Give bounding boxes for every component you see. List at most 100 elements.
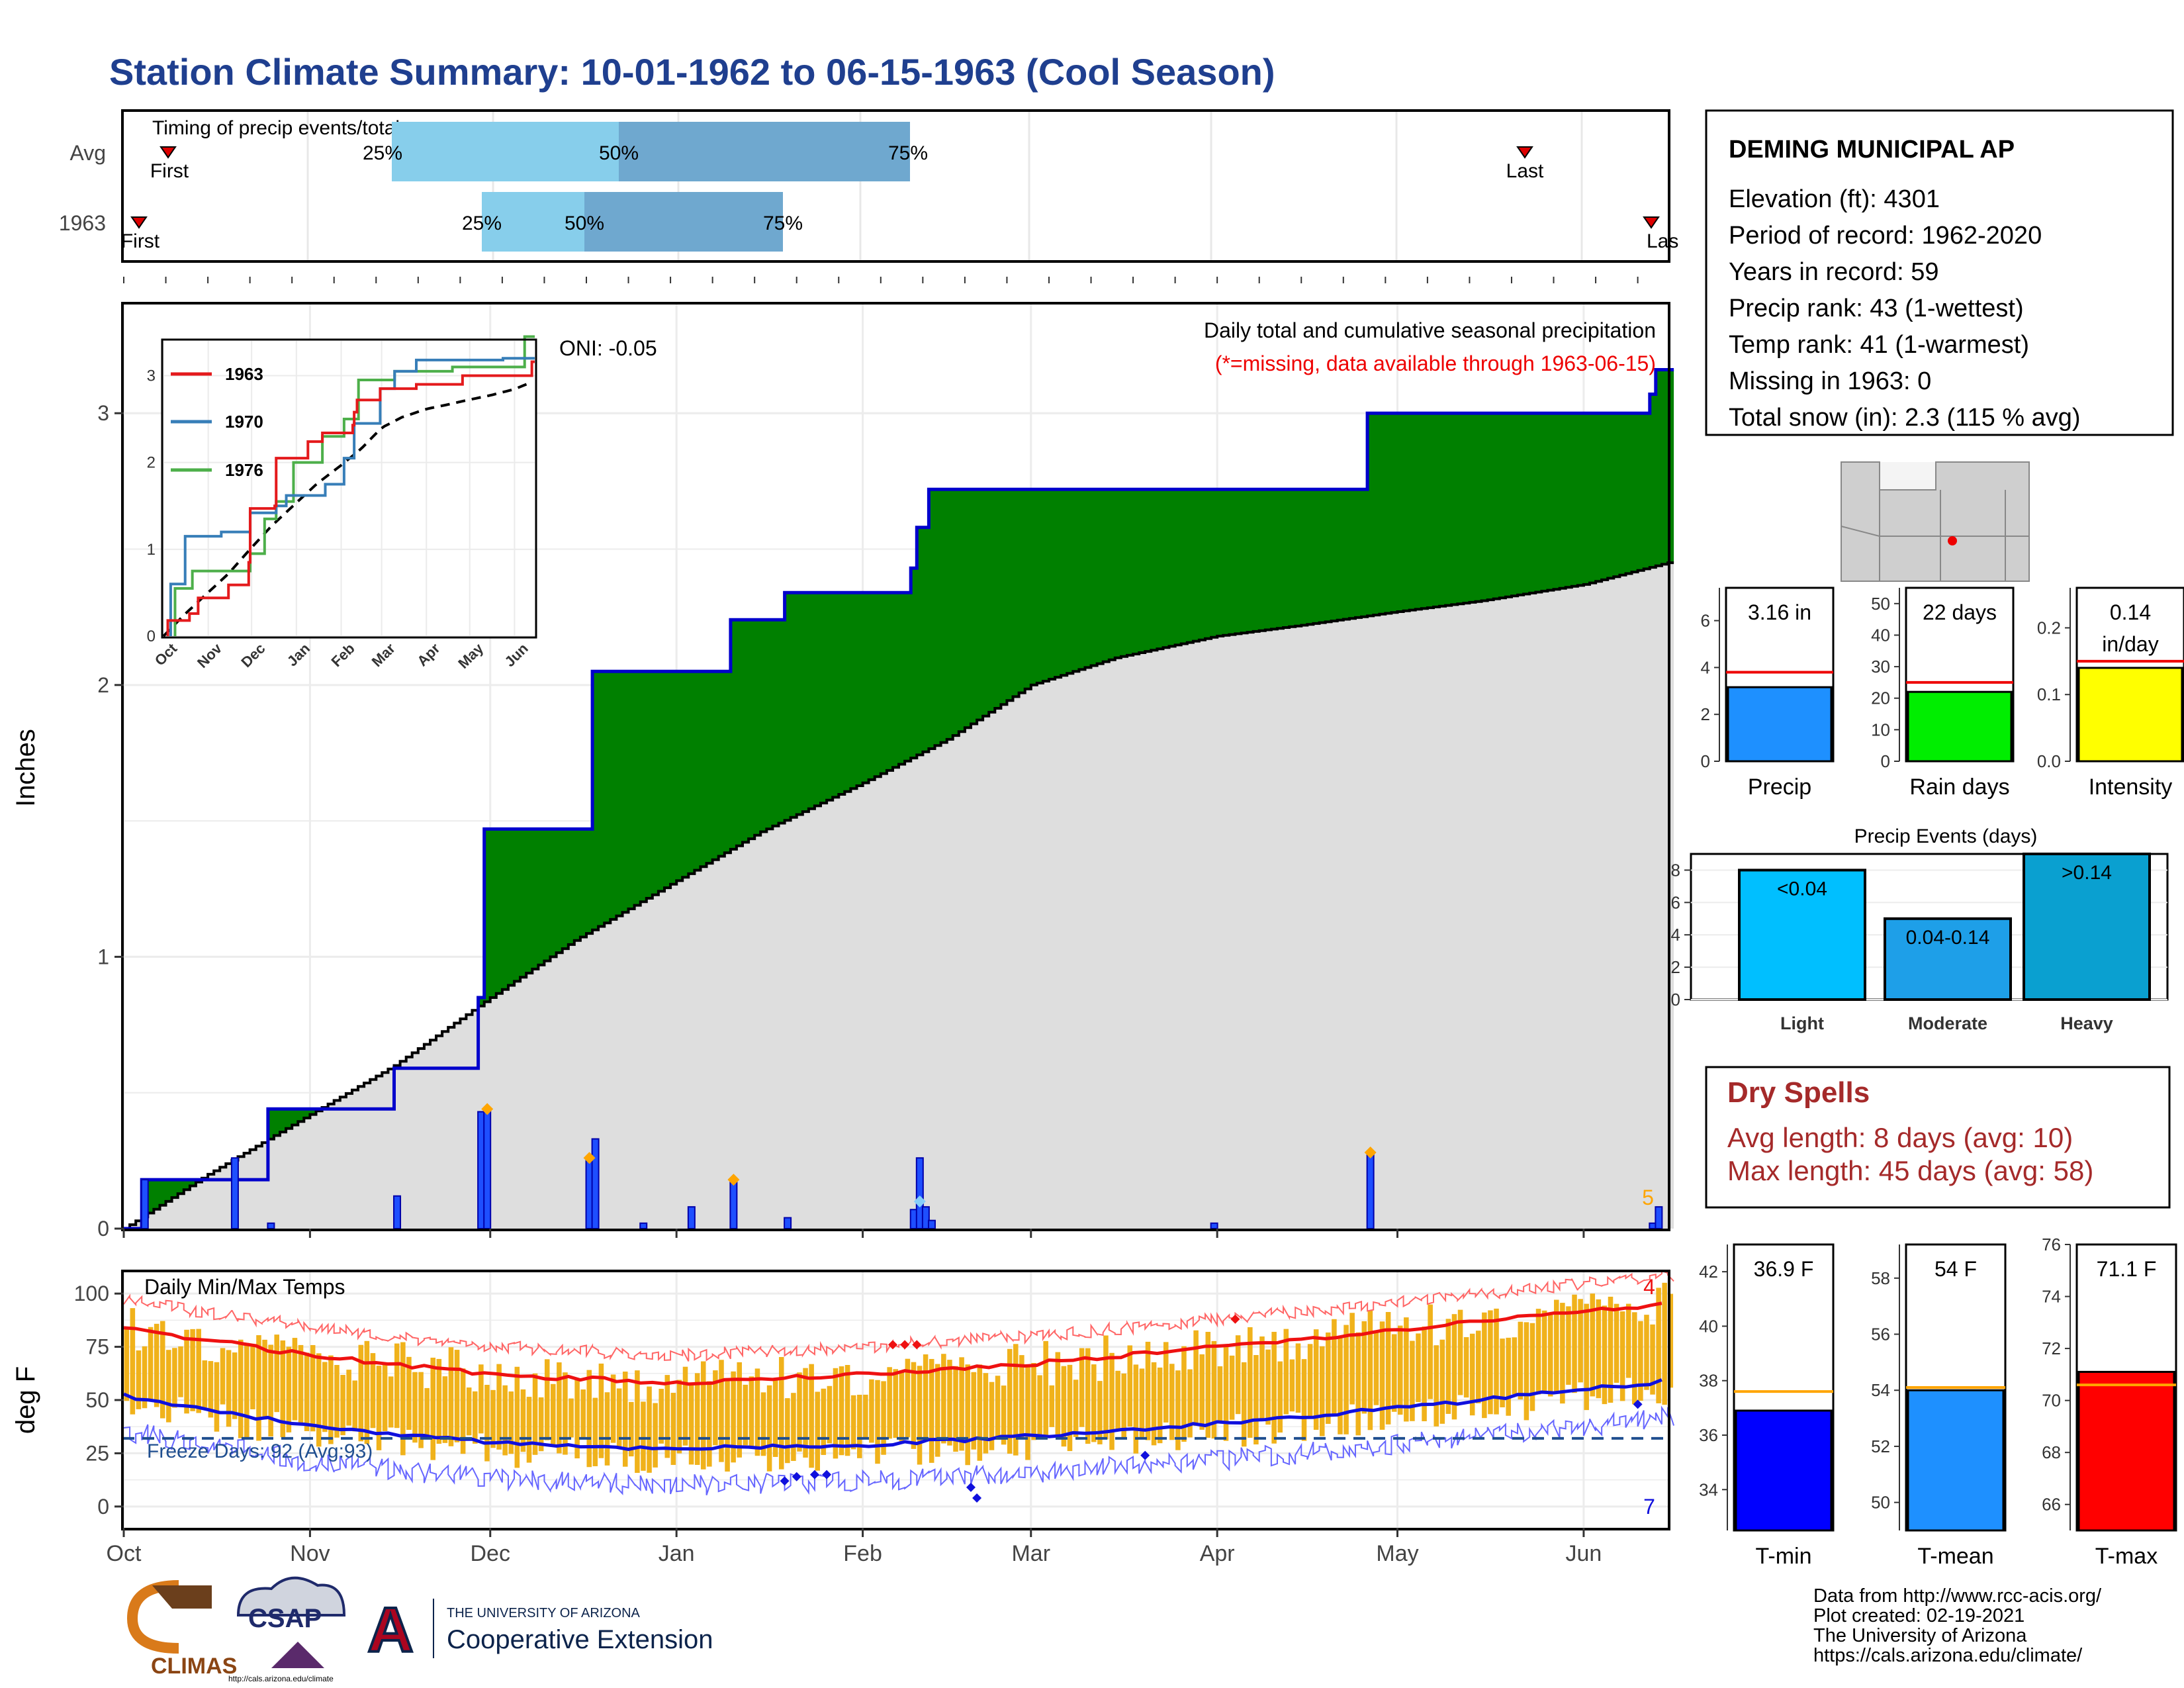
daily-temp-bar: [376, 1366, 382, 1450]
daily-temp-bar: [1277, 1361, 1283, 1433]
daily-temp-bar: [1572, 1294, 1577, 1393]
daily-temp-bar: [238, 1339, 244, 1438]
mini-bar-value-label: 0.14: [2110, 600, 2151, 624]
daily-temp-bar: [778, 1357, 784, 1470]
daily-temp-bar: [154, 1323, 159, 1407]
daily-temp-bar: [159, 1321, 165, 1419]
daily-temp-bar: [1229, 1355, 1235, 1420]
daily-temp-bar: [719, 1360, 724, 1462]
daily-temp-bar: [256, 1335, 261, 1441]
timing-year-box-upper: [584, 192, 783, 252]
daily-temp-bar: [1163, 1342, 1169, 1423]
precip-summary-bars: 0 2 4 6 3.16 in Precip 0 10 20 30 40 50 22 days Rain …: [1701, 586, 2184, 800]
daily-temp-bar: [1602, 1305, 1608, 1405]
daily-temp-bar: [1625, 1303, 1631, 1378]
daily-temp-bar: [989, 1382, 995, 1450]
daily-temp-bar: [532, 1373, 538, 1455]
daily-temp-bar: [484, 1385, 490, 1462]
daily-temp-bar: [917, 1366, 923, 1465]
ua-logo-big-text: Cooperative Extension: [447, 1625, 713, 1654]
csap-logo: CSAP http://cals.arizona.edu/climate: [228, 1576, 346, 1683]
precip-normal-area: [124, 563, 1674, 1229]
temp-x-tick-label: Mar: [1011, 1541, 1050, 1566]
daily-temp-bar: [653, 1403, 658, 1468]
precip-y-tick-label: 3: [97, 401, 109, 425]
daily-temp-bar: [244, 1342, 250, 1439]
daily-temp-bar: [803, 1368, 808, 1458]
footer-line-3: The University of Arizona: [1813, 1625, 2027, 1646]
footer-credits: Data from http://www.rcc-acis.org/ Plot …: [1813, 1585, 2102, 1666]
ua-logo: A THE UNIVERSITY OF ARIZONA Cooperative …: [361, 1592, 713, 1667]
daily-temp-bar: [1644, 1315, 1649, 1390]
daily-temp-bar: [382, 1363, 388, 1431]
daily-temp-bar: [316, 1353, 322, 1447]
daily-temp-bar: [424, 1387, 430, 1435]
daily-temp-bar: [490, 1389, 496, 1448]
daily-temp-bar: [1662, 1282, 1667, 1405]
station-precip-rank: Precip rank: 43 (1-wettest): [1729, 295, 2024, 322]
events-tick-label: 8: [1671, 860, 1680, 880]
snow-marker: [727, 1174, 740, 1186]
daily-temp-bar: [1404, 1317, 1409, 1422]
daily-temp-bar: [941, 1354, 946, 1444]
mini-bar-value-label: 71.1 F: [2097, 1257, 2157, 1281]
daily-temp-bar: [328, 1355, 334, 1444]
daily-temp-bar: [1554, 1299, 1559, 1393]
precip-y-label: Inches: [11, 729, 40, 807]
daily-temp-bar: [1433, 1345, 1439, 1427]
daily-precip-bar: [267, 1222, 275, 1229]
mini-bar-tick-label: 38: [1699, 1371, 1718, 1391]
mini-bar-value-label: in/day: [2102, 632, 2158, 656]
daily-temp-bar: [659, 1389, 664, 1444]
daily-temp-bar: [1313, 1329, 1319, 1430]
daily-precip-bar: [729, 1179, 738, 1229]
daily-temp-bar: [1253, 1355, 1259, 1445]
snow-marker: [481, 1103, 494, 1115]
daily-temp-bar: [406, 1356, 412, 1430]
daily-temp-bar: [1085, 1348, 1091, 1444]
inset-legend: 1963 1970 1976: [171, 364, 263, 480]
daily-temp-bar: [220, 1348, 226, 1405]
daily-temp-bar: [430, 1358, 436, 1460]
daily-temp-bar: [1445, 1319, 1451, 1414]
daily-temp-bar: [1061, 1366, 1067, 1447]
daily-temp-bar: [130, 1308, 136, 1415]
inset-normal-line: [162, 381, 533, 637]
daily-temp-bar: [1332, 1319, 1337, 1416]
daily-temp-bar: [563, 1372, 568, 1455]
daily-temp-bar: [172, 1348, 177, 1408]
daily-temp-bar: [1073, 1380, 1079, 1437]
daily-temp-bar: [310, 1344, 316, 1432]
daily-temp-bar: [184, 1329, 189, 1414]
mini-bar-tick-label: 72: [2042, 1338, 2061, 1358]
temp-record-marker: [809, 1470, 819, 1479]
daily-temp-bar: [772, 1378, 778, 1457]
csap-cloud-icon: [236, 1576, 346, 1617]
daily-temp-bar: [460, 1368, 466, 1454]
oni-label: ONI: -0.05: [559, 336, 657, 360]
daily-temp-bar: [821, 1388, 827, 1455]
daily-temp-bar: [1541, 1310, 1547, 1393]
temp-chart-title: Daily Min/Max Temps: [144, 1275, 345, 1299]
daily-temp-bar: [544, 1359, 550, 1440]
daily-temp-bar: [1349, 1313, 1355, 1405]
precip-cumulative-line: [124, 368, 1674, 1231]
daily-temp-bar: [850, 1395, 856, 1450]
daily-temp-bar: [947, 1360, 952, 1446]
daily-temp-bar: [1373, 1331, 1379, 1405]
daily-temp-bar: [700, 1361, 706, 1470]
daily-temp-bar: [1007, 1348, 1013, 1454]
daily-temp-bar: [1175, 1370, 1181, 1450]
station-period: Period of record: 1962-2020: [1729, 222, 2042, 250]
mini-bar-value: [2077, 667, 2183, 763]
daily-temp-bar: [520, 1389, 526, 1452]
mini-bar-tick-label: 68: [2042, 1442, 2061, 1462]
daily-temp-bar: [1379, 1321, 1385, 1430]
daily-temp-bar: [1283, 1329, 1289, 1415]
mini-bar-value: [1735, 1409, 1833, 1532]
daily-temp-bars: [124, 1282, 1674, 1474]
normal-min-line: [122, 1378, 1662, 1451]
events-bar-label: Moderate: [1908, 1013, 1987, 1033]
mini-bar-tick-label: 10: [1871, 720, 1890, 739]
mini-bar-tick-label: 0.0: [2037, 751, 2061, 771]
